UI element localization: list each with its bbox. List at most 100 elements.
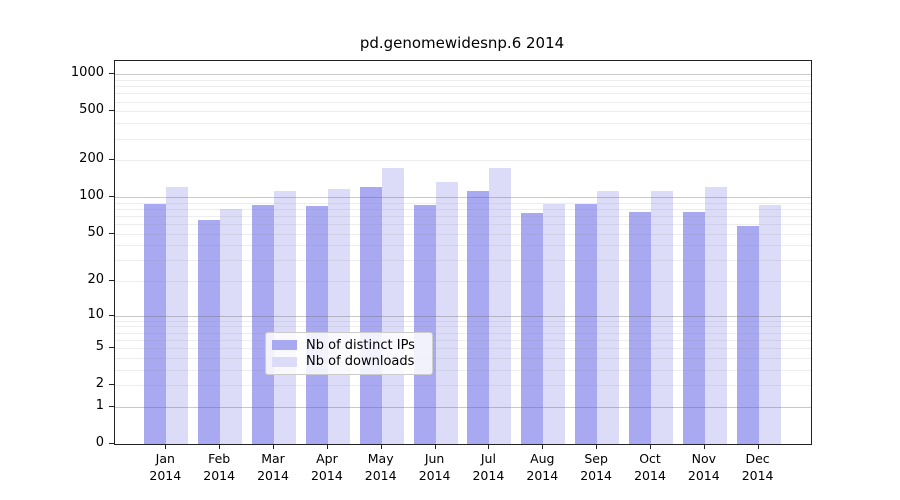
bar-downloads-feb — [220, 208, 243, 444]
month-label: Dec — [745, 451, 770, 466]
year-label: 2014 — [149, 468, 182, 483]
x-tick-label-jul: Jul 2014 — [461, 450, 515, 484]
gridline-7 — [115, 332, 811, 334]
gridline-4 — [115, 357, 811, 359]
bar-downloads-dec — [758, 205, 781, 444]
gridline-50 — [115, 233, 811, 235]
y-tick-mark — [109, 196, 114, 198]
x-tick-mark — [703, 444, 705, 449]
bar-distinct-ips-nov — [682, 211, 705, 444]
gridline-60 — [115, 224, 811, 226]
y-tick-mark — [109, 159, 114, 161]
y-tick-mark — [109, 314, 114, 316]
y-tick-label: 10 — [87, 306, 104, 322]
gridline-10 — [115, 315, 811, 317]
x-tick-label-sep: Sep 2014 — [569, 450, 623, 484]
bar-downloads-apr — [327, 188, 350, 444]
gridline-2 — [115, 385, 811, 387]
bar-distinct-ips-aug — [521, 213, 544, 444]
gridline-200 — [115, 160, 811, 162]
x-tick-mark — [757, 444, 759, 449]
month-label: May — [367, 451, 394, 466]
bar-distinct-ips-jun — [413, 205, 436, 444]
bar-distinct-ips-may — [359, 186, 382, 444]
x-tick-mark — [380, 444, 382, 449]
y-tick-mark — [109, 347, 114, 349]
gridline-6 — [115, 339, 811, 341]
bar-downloads-jun — [435, 181, 458, 444]
y-tick-label: 200 — [79, 151, 104, 167]
x-tick-label-dec: Dec 2014 — [731, 450, 785, 484]
month-label: Sep — [584, 451, 608, 466]
gridline-20 — [115, 281, 811, 283]
year-label: 2014 — [364, 468, 397, 483]
year-label: 2014 — [687, 468, 720, 483]
x-tick-mark — [165, 444, 167, 449]
month-label: Aug — [530, 451, 555, 466]
gridline-300 — [115, 138, 811, 140]
legend-label: Nb of downloads — [306, 354, 415, 370]
bar-downloads-mar — [274, 190, 296, 444]
bar-distinct-ips-mar — [252, 204, 274, 444]
month-label: Nov — [691, 451, 716, 466]
gridline-90 — [115, 202, 811, 204]
x-tick-label-aug: Aug 2014 — [515, 450, 569, 484]
x-tick-label-mar: Mar 2014 — [246, 450, 300, 484]
year-label: 2014 — [526, 468, 559, 483]
gridline-500 — [115, 111, 811, 113]
bar-downloads-aug — [543, 203, 566, 444]
month-label: Oct — [639, 451, 661, 466]
y-tick-label: 1000 — [70, 65, 104, 81]
bar-distinct-ips-dec — [736, 225, 759, 444]
x-tick-mark — [326, 444, 328, 449]
y-tick-label: 1 — [95, 397, 104, 413]
year-label: 2014 — [418, 468, 451, 483]
bar-downloads-may — [381, 168, 404, 444]
y-tick-mark — [109, 405, 114, 407]
y-tick-label: 0 — [95, 435, 104, 450]
y-tick-mark — [109, 280, 114, 282]
x-tick-mark — [542, 444, 544, 449]
x-tick-label-jun: Jun 2014 — [408, 450, 462, 484]
bar-distinct-ips-jan — [144, 203, 167, 444]
gridline-700 — [115, 93, 811, 95]
bar-downloads-sep — [597, 190, 620, 444]
bar-downloads-jul — [489, 168, 512, 444]
legend-swatch-icon — [272, 340, 297, 351]
legend-swatch-icon — [272, 356, 297, 367]
plot-area — [114, 60, 812, 445]
legend-label: Nb of distinct IPs — [306, 337, 415, 353]
gridline-400 — [115, 123, 811, 125]
gridline-100 — [115, 197, 811, 199]
y-tick-label: 50 — [87, 224, 104, 240]
year-label: 2014 — [257, 468, 289, 483]
year-label: 2014 — [310, 468, 343, 483]
bar-downloads-oct — [650, 191, 673, 444]
year-label: 2014 — [741, 468, 774, 483]
year-label: 2014 — [634, 468, 666, 483]
x-tick-mark — [434, 444, 436, 449]
y-tick-mark — [109, 443, 114, 444]
x-tick-label-apr: Apr 2014 — [300, 450, 354, 484]
legend: Nb of distinct IPs Nb of downloads — [265, 332, 433, 375]
month-label: Jun — [424, 451, 445, 466]
x-tick-label-feb: Feb 2014 — [192, 450, 246, 484]
y-tick-label: 500 — [79, 102, 104, 118]
gridline-5 — [115, 348, 811, 350]
bar-distinct-ips-apr — [305, 206, 328, 444]
y-tick-mark — [109, 384, 114, 386]
year-label: 2014 — [472, 468, 505, 483]
bar-distinct-ips-feb — [198, 219, 221, 444]
x-tick-label-nov: Nov 2014 — [677, 450, 731, 484]
x-tick-label-oct: Oct 2014 — [623, 450, 677, 484]
gridline-40 — [115, 245, 811, 247]
y-tick-label: 100 — [79, 188, 104, 204]
gridline-80 — [115, 208, 811, 210]
gridline-70 — [115, 215, 811, 217]
bar-downloads-jan — [166, 187, 189, 444]
gridline-1000 — [115, 74, 811, 76]
gridline-900 — [115, 80, 811, 81]
x-tick-label-jan: Jan 2014 — [138, 450, 192, 484]
month-label: Mar — [261, 451, 285, 466]
gridline-1 — [115, 406, 811, 408]
